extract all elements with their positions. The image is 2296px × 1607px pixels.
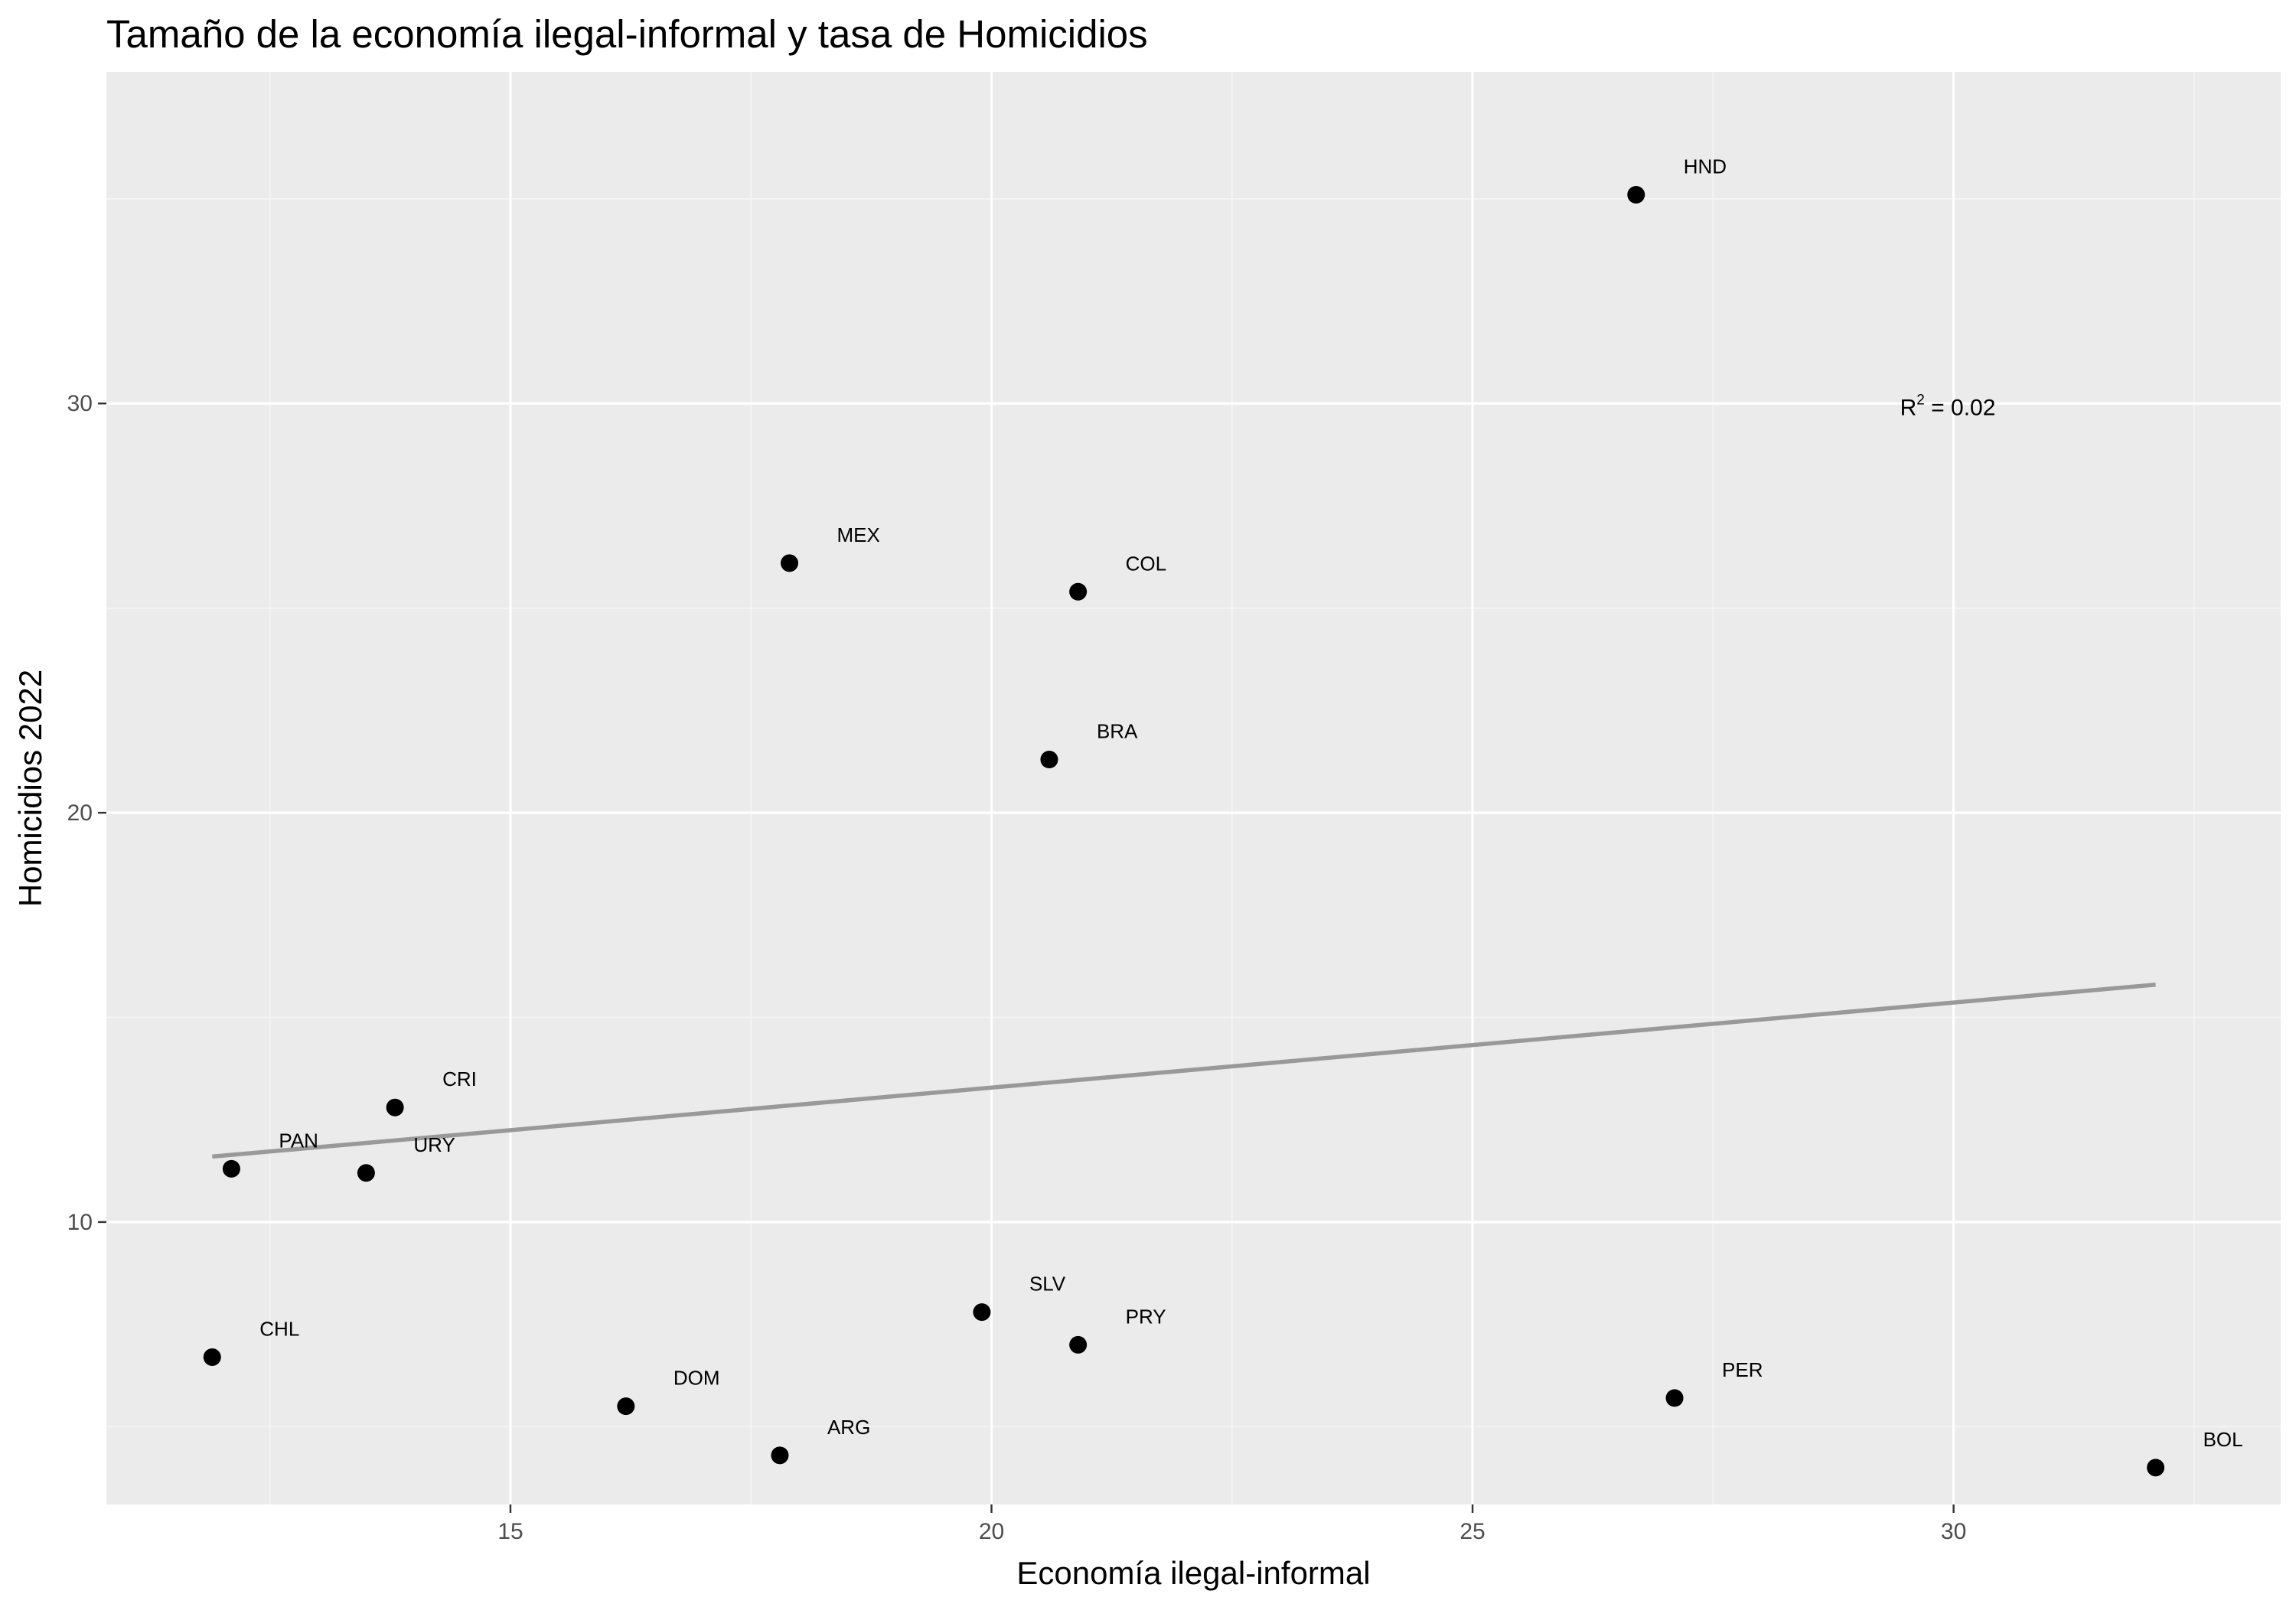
r-squared-annotation: R2 = 0.02: [1900, 393, 1996, 421]
point-label-bra: BRA: [1097, 720, 1138, 743]
x-tick-label: 15: [497, 1519, 523, 1544]
point-labels: HND MEX COL BRA CRI PAN URY CHL SLV PRY DOM ARG PER B…: [259, 155, 2242, 1450]
point-label-cri: CRI: [442, 1068, 477, 1090]
data-point-per: [1665, 1389, 1684, 1407]
data-point-cri: [386, 1098, 404, 1116]
data-points: [203, 185, 2165, 1477]
x-axis-title: Economía ilegal-informal: [1016, 1555, 1370, 1591]
y-tick-label: 30: [67, 391, 93, 416]
data-point-pan: [222, 1159, 240, 1178]
major-gridlines: [106, 72, 2281, 1504]
point-label-pry: PRY: [1126, 1305, 1166, 1328]
x-tick-label: 20: [979, 1519, 1004, 1544]
chart-title: Tamaño de la economía ilegal-informal y …: [106, 12, 1148, 56]
r-squared-value: = 0.02: [1925, 396, 1996, 421]
data-point-bol: [2147, 1459, 2165, 1477]
r-squared-base: R: [1900, 396, 1917, 421]
data-point-col: [1069, 582, 1088, 601]
point-label-arg: ARG: [827, 1416, 870, 1439]
data-point-arg: [771, 1446, 789, 1465]
point-label-hnd: HND: [1684, 155, 1727, 178]
point-label-mex: MEX: [837, 523, 880, 546]
y-tick-label: 20: [67, 800, 93, 826]
point-label-per: PER: [1722, 1358, 1763, 1381]
x-axis-ticks: 15 20 25 30: [497, 1504, 1966, 1544]
x-tick-label: 25: [1459, 1519, 1485, 1544]
y-axis-ticks: 10 20 30: [67, 391, 106, 1235]
data-point-dom: [617, 1397, 635, 1416]
point-label-col: COL: [1126, 552, 1166, 575]
y-axis-title: Homicidios 2022: [12, 670, 48, 908]
trend-line-group: [212, 982, 2156, 1159]
data-point-pry: [1069, 1335, 1088, 1354]
minor-gridlines: [106, 72, 2281, 1504]
point-label-chl: CHL: [259, 1317, 299, 1340]
point-label-dom: DOM: [673, 1367, 720, 1390]
point-label-pan: PAN: [279, 1129, 318, 1152]
x-tick-label: 30: [1941, 1519, 1966, 1544]
trend-line: [212, 982, 2156, 1159]
data-point-bra: [1040, 751, 1058, 769]
point-label-ury: URY: [413, 1133, 455, 1156]
data-point-mex: [781, 554, 799, 572]
y-tick-label: 10: [67, 1210, 93, 1235]
data-point-hnd: [1627, 185, 1645, 204]
plot-panel: [106, 72, 2281, 1504]
data-point-ury: [357, 1164, 375, 1182]
data-point-slv: [973, 1303, 991, 1322]
point-label-bol: BOL: [2203, 1428, 2243, 1451]
r-squared-superscript: 2: [1916, 393, 1925, 409]
point-label-slv: SLV: [1029, 1273, 1066, 1296]
data-point-chl: [203, 1348, 221, 1366]
